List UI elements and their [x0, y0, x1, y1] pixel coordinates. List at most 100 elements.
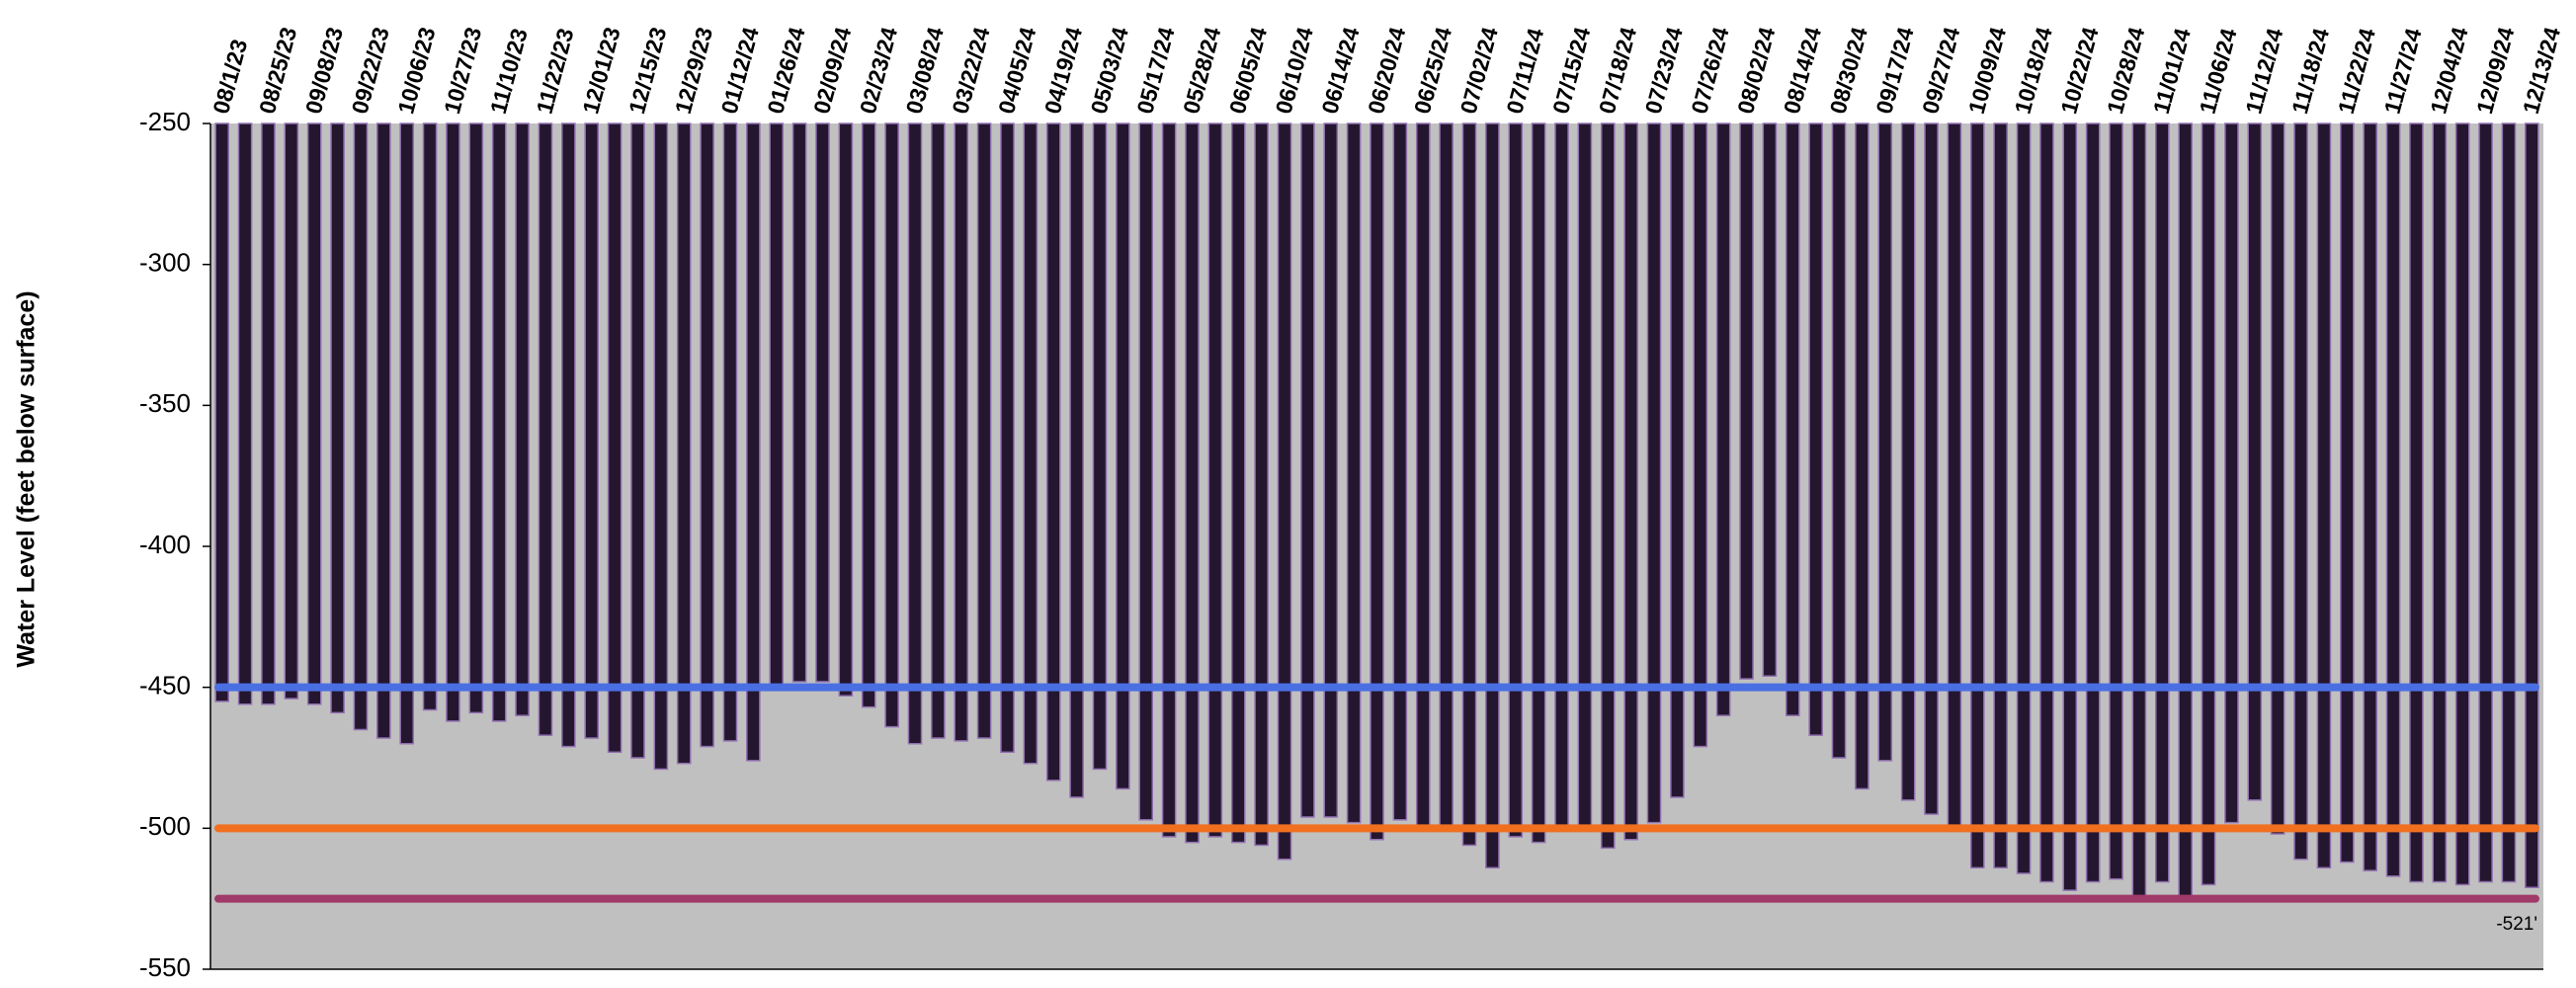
x-tick-label: 03/22/24 — [947, 24, 994, 116]
x-tick-label: 02/23/24 — [855, 24, 902, 116]
x-tick-label: 12/09/24 — [2471, 24, 2519, 116]
x-tick-label: 08/25/23 — [254, 25, 301, 117]
bar — [330, 123, 345, 714]
bar — [931, 123, 946, 739]
bar — [954, 123, 969, 742]
x-tick-label: 06/20/24 — [1363, 24, 1410, 116]
bar — [2432, 123, 2448, 883]
bar — [2363, 123, 2377, 871]
bar — [515, 123, 530, 716]
bar — [1577, 123, 1593, 827]
bar — [1947, 123, 1962, 827]
bar — [861, 123, 876, 708]
bar — [1808, 123, 1823, 736]
y-tick-label: -500 — [139, 811, 191, 841]
x-tick-label: 07/26/24 — [1686, 24, 1733, 116]
x-tick-label: 11/12/24 — [2240, 26, 2287, 117]
x-tick-label: 10/06/23 — [392, 25, 440, 117]
bar — [1116, 123, 1130, 790]
bar — [2316, 123, 2332, 869]
bar — [376, 123, 391, 739]
bar — [1415, 123, 1431, 827]
y-tick-label: -450 — [139, 671, 191, 700]
bar — [1092, 123, 1108, 771]
bar — [1138, 123, 1154, 821]
y-tick-label: -550 — [139, 952, 191, 982]
annotation: -521' — [2496, 914, 2537, 935]
bar — [1623, 123, 1638, 841]
bar — [1877, 123, 1893, 762]
bar — [2409, 123, 2424, 883]
bar — [2454, 123, 2470, 886]
x-tick-label: 08/1/23 — [208, 37, 252, 117]
bar — [815, 123, 830, 683]
bar — [399, 123, 414, 745]
bar — [468, 123, 484, 714]
y-tick-label: -400 — [139, 530, 191, 559]
x-tick-label: 05/03/24 — [1086, 24, 1133, 116]
x-tick-label: 10/18/24 — [2010, 24, 2057, 116]
bar — [1323, 123, 1339, 818]
bar — [1508, 123, 1524, 838]
x-tick-label: 09/22/23 — [347, 25, 394, 117]
bar — [1785, 123, 1800, 716]
x-tick-label: 12/01/23 — [577, 25, 624, 117]
x-tick-label: 12/13/24 — [2518, 24, 2565, 116]
bar — [653, 123, 669, 771]
x-tick-label: 01/12/24 — [716, 24, 764, 116]
bar — [1300, 123, 1315, 818]
bar — [838, 123, 854, 697]
bar — [1346, 123, 1362, 824]
x-tick-label: 09/27/24 — [1917, 24, 1964, 116]
x-tick-label: 06/05/24 — [1224, 24, 1272, 116]
bar — [2109, 123, 2123, 880]
bar — [2478, 123, 2493, 883]
y-tick-label: -300 — [139, 248, 191, 278]
bar — [1045, 123, 1061, 782]
bar — [746, 123, 761, 762]
bar — [261, 123, 276, 705]
bar — [2062, 123, 2078, 891]
x-tick-label: 01/26/24 — [762, 24, 809, 116]
bar — [2085, 123, 2101, 883]
y-tick-label: -350 — [139, 388, 191, 418]
bar — [976, 123, 992, 739]
bar — [2224, 123, 2239, 824]
bar — [1969, 123, 1985, 869]
bar — [1531, 123, 1546, 844]
x-tick-label: 08/30/24 — [1825, 24, 1872, 116]
bar — [1715, 123, 1731, 716]
bar — [1370, 123, 1384, 841]
bar — [1461, 123, 1477, 847]
x-tick-label: 12/29/23 — [670, 25, 717, 117]
bar — [2039, 123, 2054, 883]
bar — [1439, 123, 1454, 827]
bar — [2131, 123, 2147, 897]
bar — [2525, 123, 2539, 889]
bar — [791, 123, 807, 683]
bar — [2154, 123, 2170, 883]
bar — [1831, 123, 1847, 759]
bar — [2293, 123, 2308, 861]
bar — [491, 123, 507, 722]
bar — [284, 123, 299, 700]
bar — [1161, 123, 1177, 838]
x-tick-label: 07/15/24 — [1547, 24, 1595, 116]
bar — [1000, 123, 1015, 754]
bar — [422, 123, 438, 711]
bar — [907, 123, 923, 745]
bar — [2385, 123, 2401, 877]
x-tick-label: 11/22/24 — [2333, 26, 2380, 117]
bar — [2201, 123, 2216, 886]
bar — [1392, 123, 1408, 821]
x-tick-label: 11/22/23 — [532, 26, 579, 117]
bar — [1207, 123, 1223, 838]
bar — [1670, 123, 1685, 798]
bar — [1069, 123, 1084, 798]
x-tick-label: 05/28/24 — [1178, 24, 1225, 116]
bar — [769, 123, 785, 686]
x-tick-label: 06/14/24 — [1316, 24, 1364, 116]
bar — [630, 123, 645, 759]
bar — [353, 123, 369, 731]
bar — [1230, 123, 1246, 844]
